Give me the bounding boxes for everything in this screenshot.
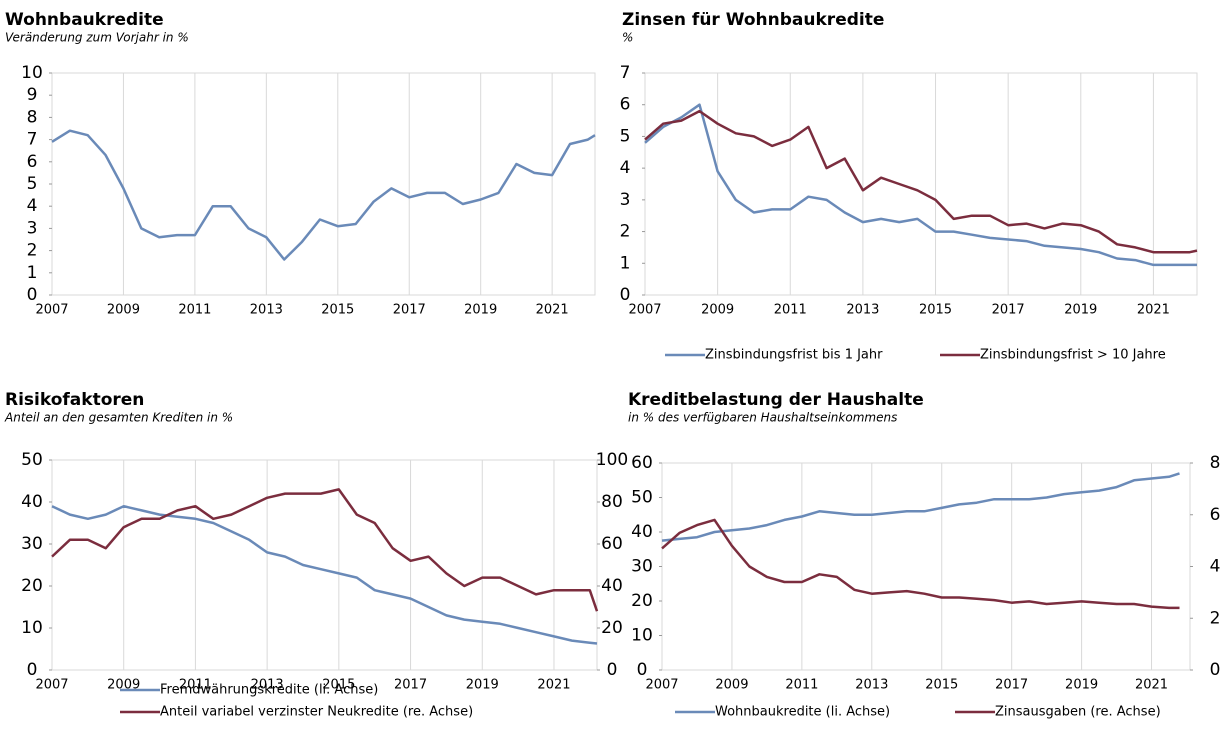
x-tick-label: 2015	[321, 303, 354, 318]
plot-frame	[51, 72, 596, 296]
x-tick-label: 2013	[251, 678, 284, 693]
series-line	[51, 488, 599, 612]
x-tick-label: 2017	[394, 678, 427, 693]
x-tick-label: 2011	[179, 678, 212, 693]
y-tick-label: 0	[27, 285, 38, 305]
x-tick-label: 2013	[855, 678, 888, 693]
y-tick-label: 30	[21, 534, 43, 554]
x-tick-label: 2021	[536, 303, 569, 318]
x-tick-label: 2015	[925, 678, 958, 693]
y-tick-label: 0	[27, 660, 38, 680]
y-tick-label: 20	[21, 576, 43, 596]
series-line	[51, 129, 596, 261]
x-tick-label: 2017	[995, 678, 1028, 693]
y-tick-label: 40	[631, 522, 653, 542]
y-tick-label: 3	[27, 218, 38, 238]
legend-label: Zinsbindungsfrist > 10 Jahre	[980, 348, 1166, 363]
x-tick-label: 2019	[466, 678, 499, 693]
y-tick-label: 4	[27, 196, 38, 216]
x-tick-label: 2011	[785, 678, 818, 693]
chart-title: Kreditbelastung der Haushalte	[628, 390, 924, 410]
legend-label: Wohnbaukredite (li. Achse)	[715, 705, 890, 720]
y-tick-label: 0	[637, 660, 648, 680]
y2-tick-label: 0	[1210, 660, 1221, 680]
x-tick-label: 2019	[1065, 678, 1098, 693]
series-line	[661, 472, 1180, 542]
y-tick-label: 5	[27, 174, 38, 194]
x-tick-label: 2021	[1135, 678, 1168, 693]
y2-tick-label: 4	[1210, 557, 1221, 577]
chart-subtitle: %	[622, 31, 633, 45]
y2-tick-label: 60	[601, 534, 623, 554]
legend-label: Fremdwährungskredite (li. Achse)	[160, 683, 378, 698]
y-tick-label: 1	[27, 263, 38, 283]
y-tick-label: 30	[631, 557, 653, 577]
legend-label: Zinsbindungsfrist bis 1 Jahr	[705, 348, 883, 363]
chart-title: Wohnbaukredite	[5, 10, 164, 30]
chart-subtitle: Anteil an den gesamten Krediten in %	[4, 411, 233, 425]
x-tick-label: 2007	[628, 303, 661, 318]
x-tick-label: 2013	[846, 303, 879, 318]
y-tick-label: 3	[620, 190, 631, 210]
y2-tick-label: 8	[1210, 453, 1221, 473]
series-line	[51, 504, 598, 645]
y-tick-label: 1	[620, 253, 631, 273]
y-tick-label: 2	[27, 241, 38, 261]
y-tick-label: 10	[21, 618, 43, 638]
y-tick-label: 5	[620, 126, 631, 146]
y-tick-label: 50	[631, 488, 653, 508]
y2-tick-label: 0	[607, 660, 618, 680]
x-tick-label: 2007	[35, 303, 68, 318]
y-tick-label: 20	[631, 591, 653, 611]
y-tick-label: 7	[620, 63, 631, 83]
y2-tick-label: 6	[1210, 505, 1221, 525]
x-tick-label: 2017	[992, 303, 1025, 318]
x-tick-label: 2009	[701, 303, 734, 318]
plot-frame	[661, 462, 1191, 671]
y2-tick-label: 40	[601, 576, 623, 596]
x-tick-label: 2011	[774, 303, 807, 318]
y-tick-label: 10	[21, 63, 43, 83]
x-tick-label: 2015	[322, 678, 355, 693]
series-line	[644, 103, 1197, 267]
x-tick-label: 2009	[715, 678, 748, 693]
y-tick-label: 10	[631, 626, 653, 646]
y-tick-label: 4	[620, 158, 631, 178]
plot-frame	[644, 72, 1198, 296]
x-tick-label: 2019	[1064, 303, 1097, 318]
legend-label: Zinsausgaben (re. Achse)	[995, 705, 1161, 720]
legend-label: Anteil variabel verzinster Neukredite (r…	[160, 705, 473, 720]
y-tick-label: 7	[27, 130, 38, 150]
chart-subtitle: in % des verfügbaren Haushaltseinkommens	[628, 411, 897, 425]
x-tick-label: 2015	[919, 303, 952, 318]
y-tick-label: 40	[21, 492, 43, 512]
chart-title: Risikofaktoren	[5, 390, 144, 410]
y-tick-label: 60	[631, 453, 653, 473]
x-tick-label: 2021	[1137, 303, 1170, 318]
x-tick-label: 2007	[35, 678, 68, 693]
y-tick-label: 6	[27, 152, 38, 172]
y-tick-label: 0	[620, 285, 631, 305]
y-tick-label: 6	[620, 95, 631, 115]
x-tick-label: 2017	[393, 303, 426, 318]
y-tick-label: 50	[21, 450, 43, 470]
x-tick-label: 2013	[250, 303, 283, 318]
x-tick-label: 2011	[178, 303, 211, 318]
series-line	[644, 109, 1198, 254]
y-tick-label: 9	[27, 85, 38, 105]
x-tick-label: 2009	[107, 303, 140, 318]
y-tick-label: 2	[620, 222, 631, 242]
series-line	[661, 518, 1180, 610]
y2-tick-label: 2	[1210, 608, 1221, 628]
y-tick-label: 8	[27, 107, 38, 127]
chart-subtitle: Veränderung zum Vorjahr in %	[5, 31, 189, 45]
chart-title: Zinsen für Wohnbaukredite	[622, 10, 884, 30]
y2-tick-label: 20	[601, 618, 623, 638]
x-tick-label: 2019	[464, 303, 497, 318]
y2-tick-label: 80	[601, 492, 623, 512]
x-tick-label: 2007	[645, 678, 678, 693]
y2-tick-label: 100	[596, 450, 628, 470]
x-tick-label: 2021	[537, 678, 570, 693]
